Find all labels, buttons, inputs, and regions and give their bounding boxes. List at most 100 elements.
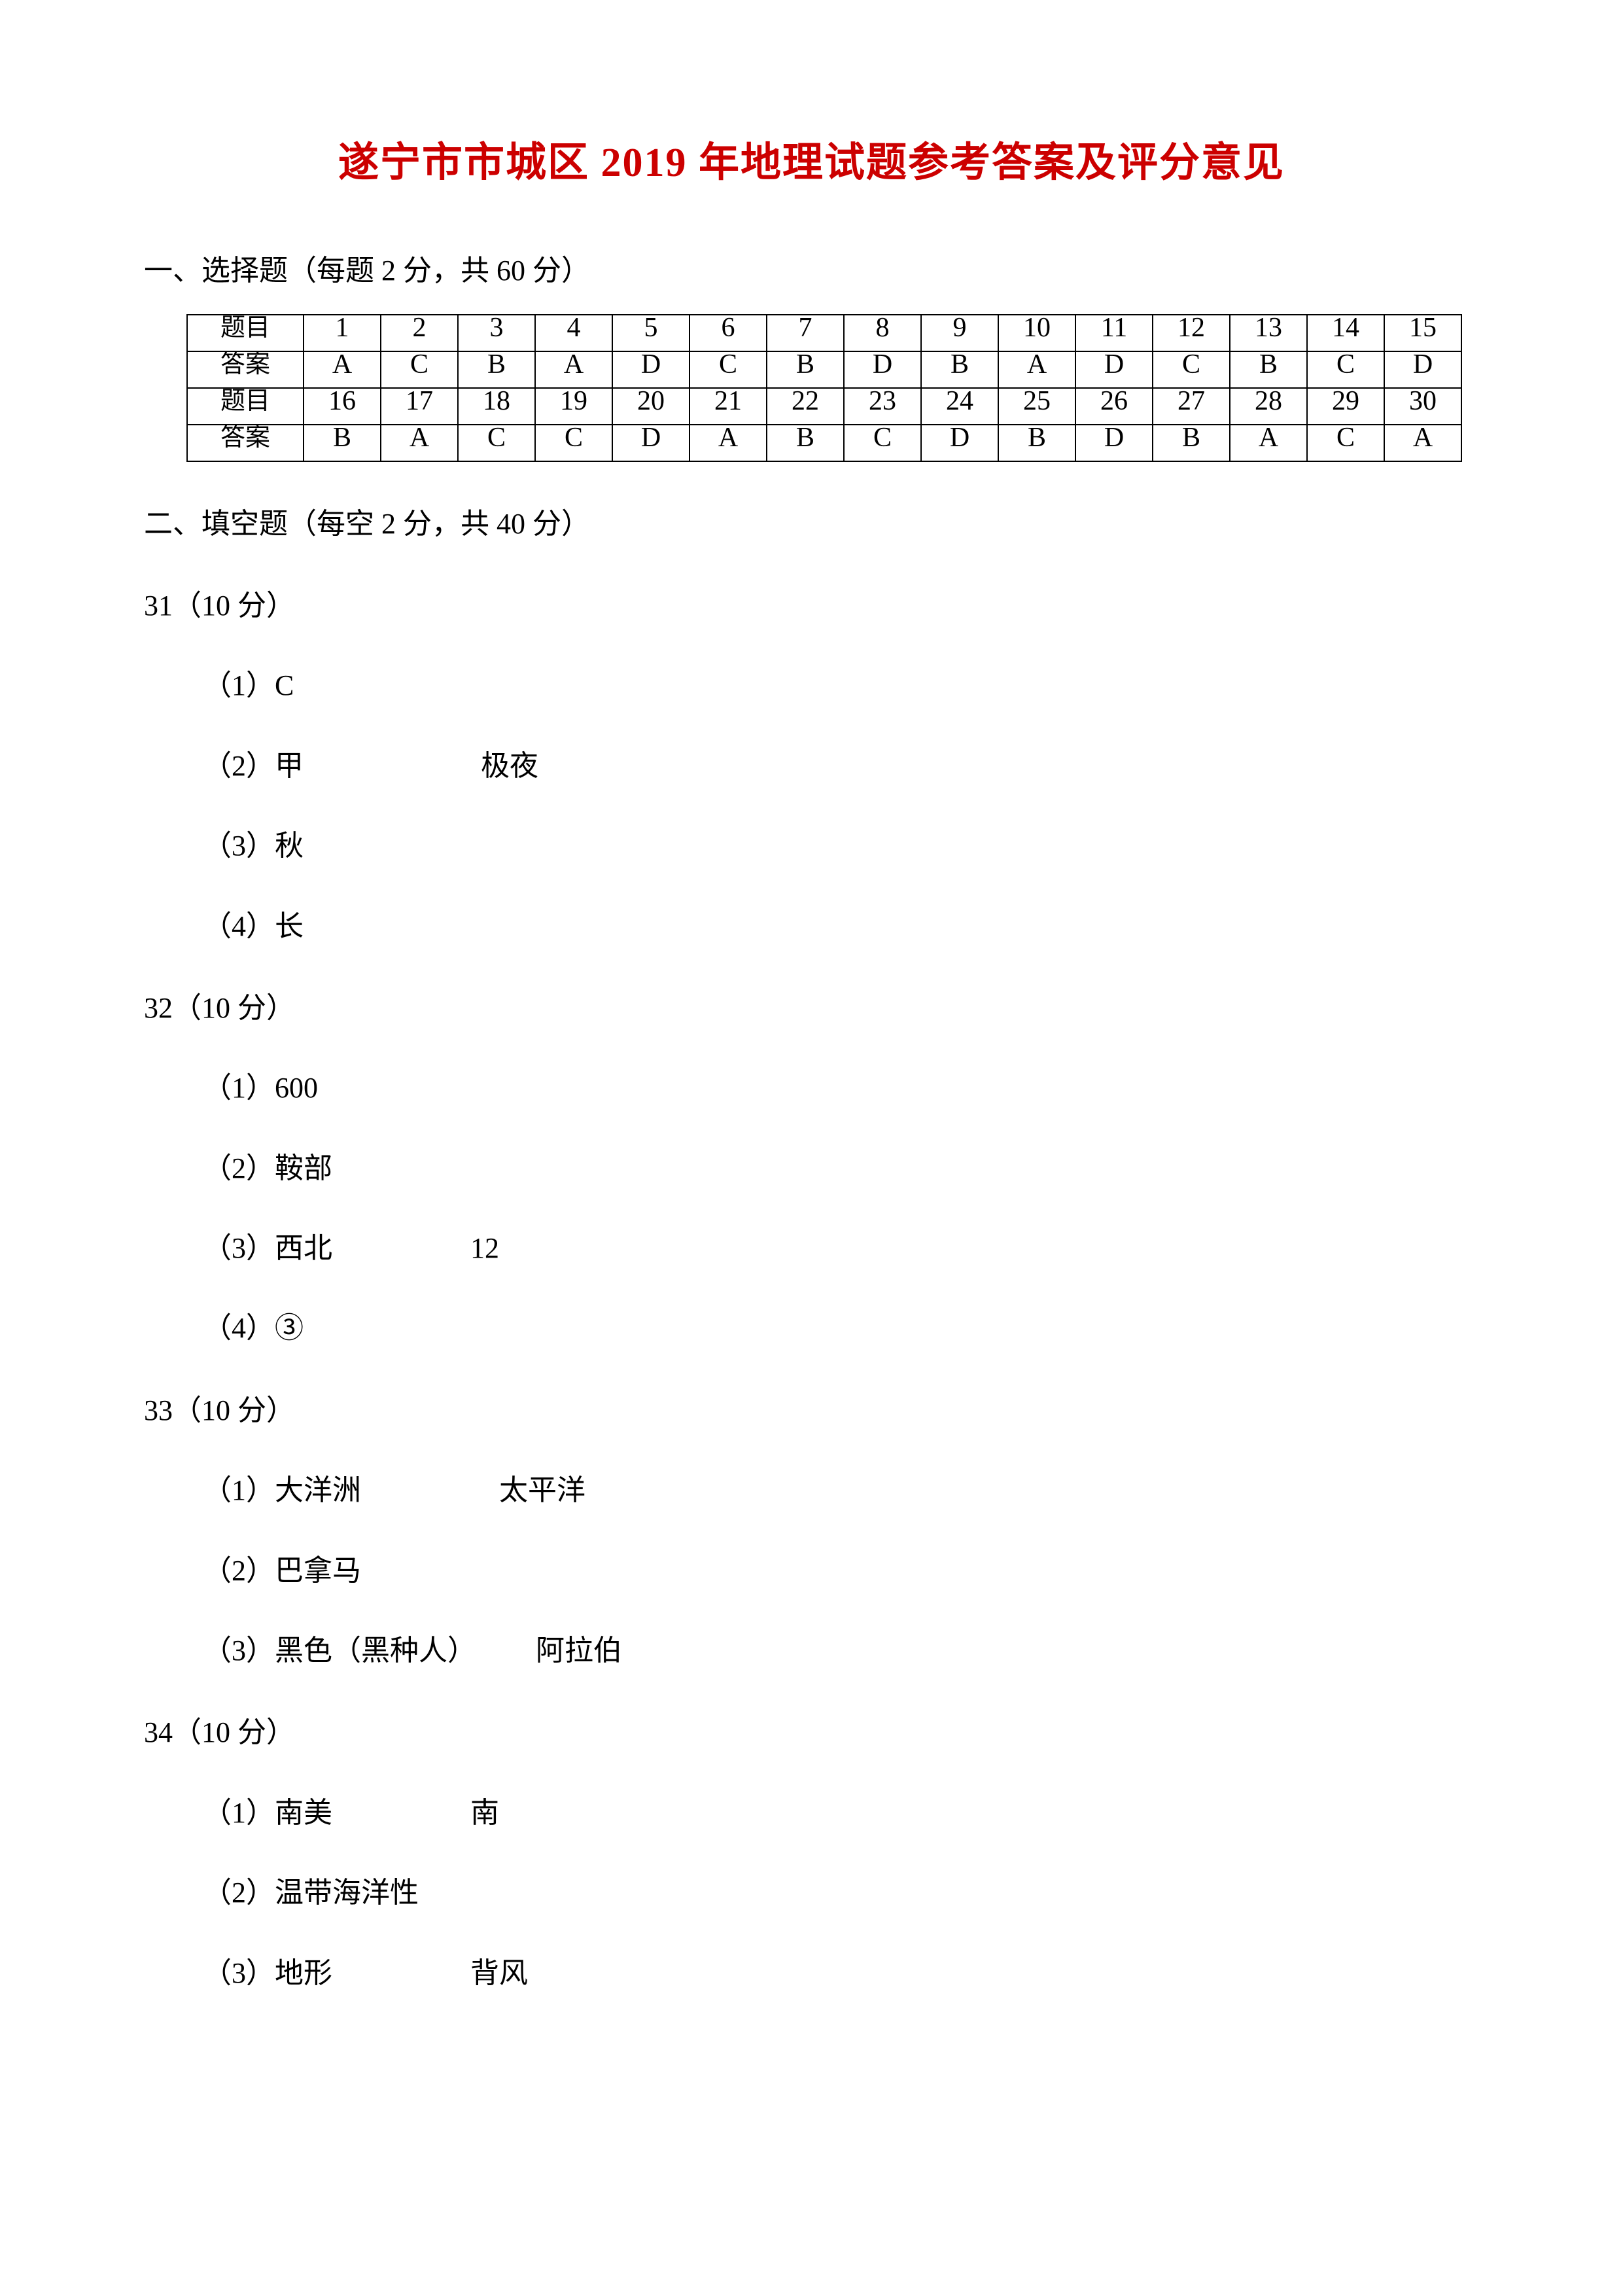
- answer-line: （3）黑色（黑种人） 阿拉伯: [203, 1628, 1479, 1674]
- table-cell: 15: [1384, 315, 1461, 351]
- answer-line: （2）温带海洋性: [203, 1870, 1479, 1916]
- row-label: 题目: [187, 388, 304, 425]
- table-cell: C: [381, 351, 458, 388]
- question-num: 34（10 分）: [144, 1710, 1479, 1756]
- row-label: 答案: [187, 425, 304, 461]
- question-31: 31（10 分） （1）C （2）甲 极夜 （3）秋 （4）长: [144, 583, 1479, 949]
- page-title: 遂宁市市城区 2019 年地理试题参考答案及评分意见: [144, 131, 1479, 196]
- section1-header: 一、选择题（每题 2 分，共 60 分）: [144, 248, 1479, 294]
- table-cell: 30: [1384, 388, 1461, 425]
- answer-table: 题目 1 2 3 4 5 6 7 8 9 10 11 12 13 14 15 答…: [186, 314, 1462, 462]
- table-cell: A: [1230, 425, 1307, 461]
- table-cell: 1: [304, 315, 381, 351]
- answer-line: （1）C: [203, 663, 1479, 709]
- question-33: 33（10 分） （1）大洋洲 太平洋 （2）巴拿马 （3）黑色（黑种人） 阿拉…: [144, 1388, 1479, 1674]
- table-cell: 4: [535, 315, 612, 351]
- table-cell: D: [612, 351, 689, 388]
- answer-line: （3）西北 12: [203, 1226, 1479, 1271]
- question-34: 34（10 分） （1）南美 南 （2）温带海洋性 （3）地形 背风: [144, 1710, 1479, 1996]
- table-cell: C: [844, 425, 921, 461]
- section2-header: 二、填空题（每空 2 分，共 40 分）: [144, 501, 1479, 547]
- table-cell: 3: [458, 315, 535, 351]
- table-cell: B: [998, 425, 1075, 461]
- table-cell: 13: [1230, 315, 1307, 351]
- table-cell: 24: [921, 388, 998, 425]
- answer-text: 南: [470, 1790, 499, 1836]
- table-cell: D: [921, 425, 998, 461]
- table-cell: 2: [381, 315, 458, 351]
- table-cell: D: [612, 425, 689, 461]
- table-cell: 5: [612, 315, 689, 351]
- table-cell: B: [304, 425, 381, 461]
- table-cell: A: [381, 425, 458, 461]
- table-cell: 9: [921, 315, 998, 351]
- table-row: 答案 A C B A D C B D B A D C B C D: [187, 351, 1461, 388]
- answer-text: 太平洋: [499, 1468, 585, 1513]
- table-cell: 28: [1230, 388, 1307, 425]
- answer-line: （2）巴拿马: [203, 1548, 1479, 1594]
- table-cell: B: [458, 351, 535, 388]
- table-cell: B: [1153, 425, 1230, 461]
- table-cell: A: [535, 351, 612, 388]
- table-cell: 22: [767, 388, 844, 425]
- table-cell: A: [1384, 425, 1461, 461]
- table-cell: 23: [844, 388, 921, 425]
- table-cell: C: [689, 351, 767, 388]
- table-cell: 18: [458, 388, 535, 425]
- table-cell: B: [1230, 351, 1307, 388]
- table-cell: C: [1153, 351, 1230, 388]
- answer-text: 12: [470, 1226, 499, 1271]
- answer-text: （1）大洋洲: [203, 1474, 361, 1506]
- row-label: 答案: [187, 351, 304, 388]
- table-cell: 14: [1307, 315, 1384, 351]
- answer-line: （3）地形 背风: [203, 1951, 1479, 1996]
- table-cell: 21: [689, 388, 767, 425]
- answer-line: （1）南美 南: [203, 1790, 1479, 1836]
- table-cell: 10: [998, 315, 1075, 351]
- table-cell: B: [921, 351, 998, 388]
- question-32: 32（10 分） （1）600 （2）鞍部 （3）西北 12 （4）③: [144, 985, 1479, 1352]
- answer-text: 背风: [470, 1951, 528, 1996]
- table-cell: A: [998, 351, 1075, 388]
- table-cell: C: [458, 425, 535, 461]
- table-cell: 8: [844, 315, 921, 351]
- table-cell: B: [767, 351, 844, 388]
- answer-line: （1）大洋洲 太平洋: [203, 1468, 1479, 1513]
- table-cell: 6: [689, 315, 767, 351]
- table-cell: D: [1384, 351, 1461, 388]
- answer-line: （4）长: [203, 904, 1479, 949]
- answer-text: （3）黑色（黑种人）: [203, 1634, 476, 1667]
- table-cell: D: [844, 351, 921, 388]
- table-row: 答案 B A C C D A B C D B D B A C A: [187, 425, 1461, 461]
- answer-line: （4）③: [203, 1305, 1479, 1351]
- table-cell: D: [1075, 425, 1153, 461]
- table-cell: 29: [1307, 388, 1384, 425]
- question-num: 31（10 分）: [144, 583, 1479, 629]
- table-cell: C: [1307, 425, 1384, 461]
- table-cell: 11: [1075, 315, 1153, 351]
- table-cell: 17: [381, 388, 458, 425]
- table-cell: C: [535, 425, 612, 461]
- answer-text: （2）甲: [203, 750, 304, 782]
- table-cell: B: [767, 425, 844, 461]
- question-num: 33（10 分）: [144, 1388, 1479, 1434]
- table-cell: 12: [1153, 315, 1230, 351]
- table-cell: C: [1307, 351, 1384, 388]
- table-cell: 20: [612, 388, 689, 425]
- answer-text: 阿拉伯: [536, 1628, 622, 1674]
- table-cell: D: [1075, 351, 1153, 388]
- answer-line: （1）600: [203, 1065, 1479, 1111]
- answer-text: （3）西北: [203, 1232, 332, 1264]
- answer-text: （3）地形: [203, 1957, 332, 1989]
- table-cell: A: [304, 351, 381, 388]
- table-cell: 27: [1153, 388, 1230, 425]
- table-cell: A: [689, 425, 767, 461]
- table-cell: 7: [767, 315, 844, 351]
- question-num: 32（10 分）: [144, 985, 1479, 1031]
- table-cell: 16: [304, 388, 381, 425]
- table-row: 题目 1 2 3 4 5 6 7 8 9 10 11 12 13 14 15: [187, 315, 1461, 351]
- table-cell: 26: [1075, 388, 1153, 425]
- table-row: 题目 16 17 18 19 20 21 22 23 24 25 26 27 2…: [187, 388, 1461, 425]
- table-cell: 19: [535, 388, 612, 425]
- answer-text: （1）南美: [203, 1797, 332, 1829]
